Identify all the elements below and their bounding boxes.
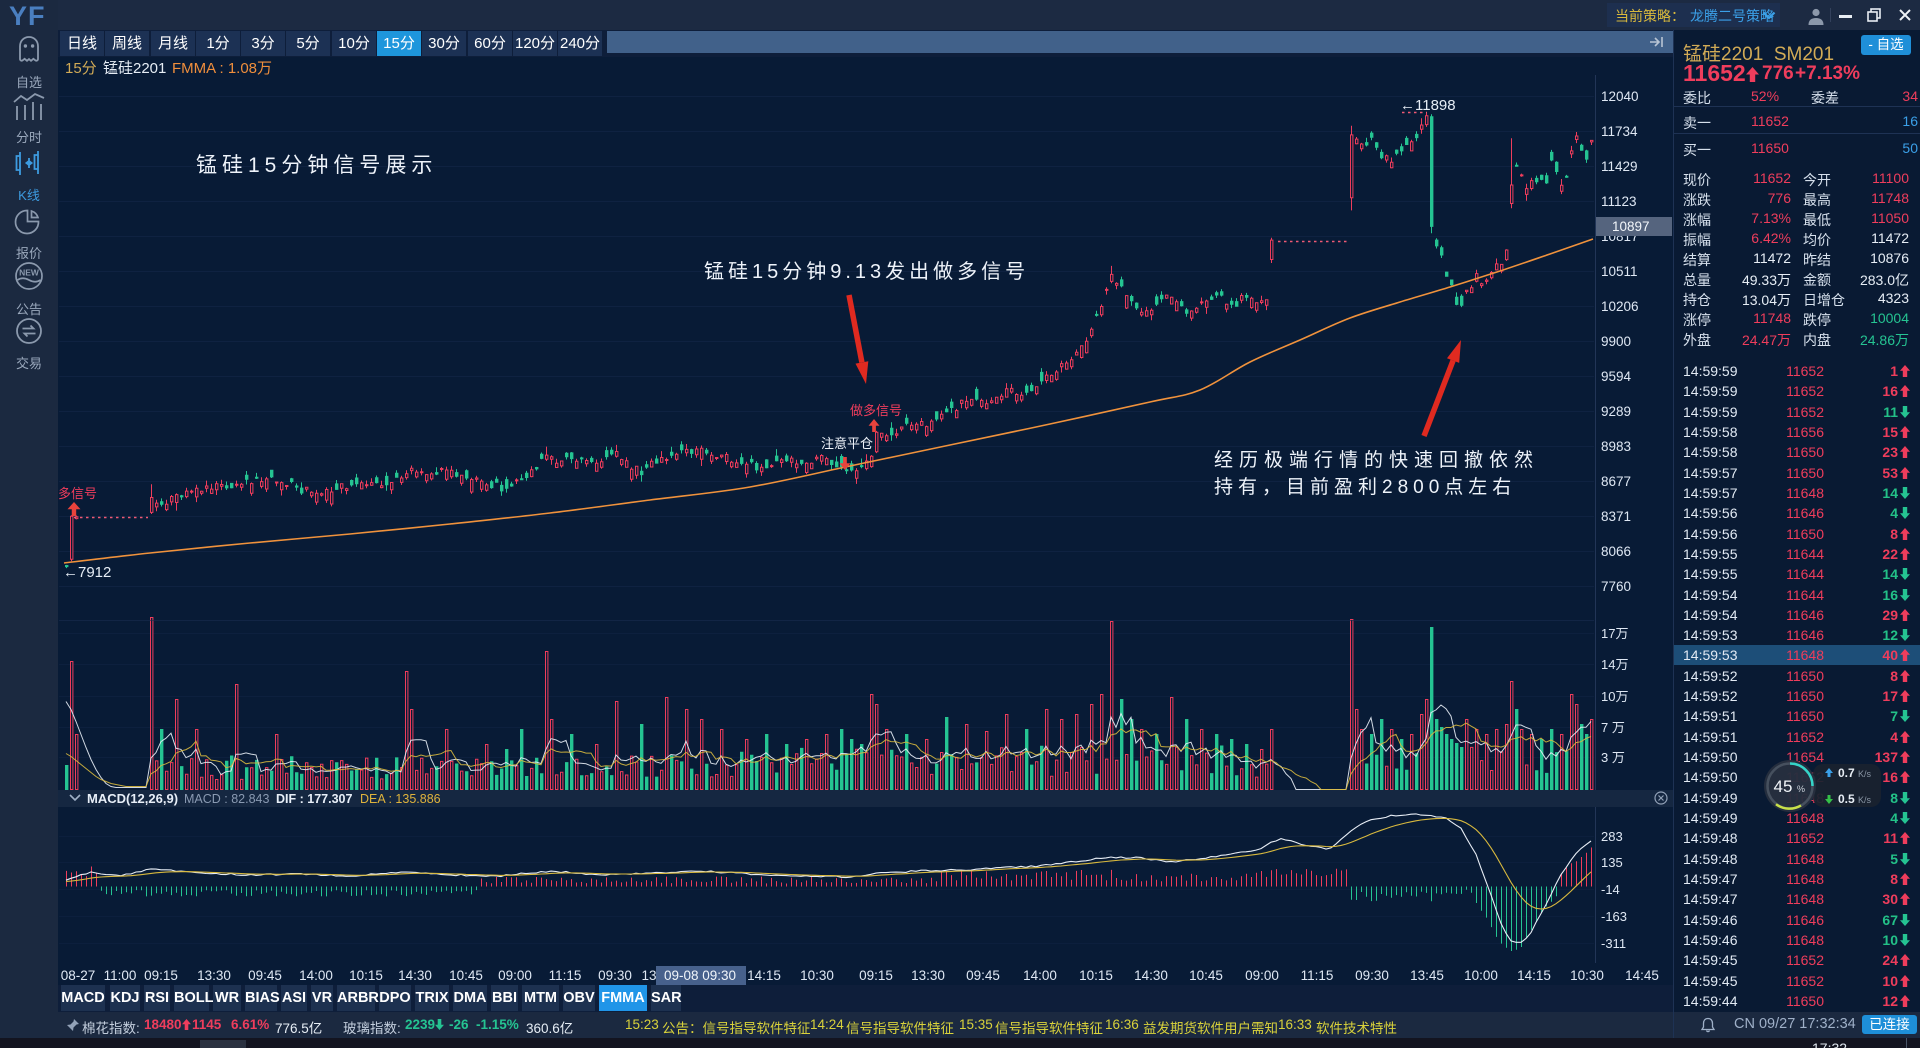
svg-text:做多信号: 做多信号 [850,403,902,418]
svg-text:11123: 11123 [1601,194,1637,209]
svg-text:9289: 9289 [1601,404,1631,419]
svg-text:14:15: 14:15 [747,968,781,983]
svg-text:DEA : 135.886: DEA : 135.886 [360,792,441,806]
svg-text:09:30: 09:30 [1355,968,1389,983]
svg-text:10:45: 10:45 [1189,968,1223,983]
svg-text:9900: 9900 [1601,334,1631,349]
svg-text:DIF : 177.307: DIF : 177.307 [276,792,352,806]
svg-text:14:15: 14:15 [1517,968,1551,983]
svg-text:11734: 11734 [1601,124,1638,139]
svg-text:13:30: 13:30 [911,968,945,983]
svg-text:11429: 11429 [1601,159,1638,174]
svg-text:NEW: NEW [19,268,40,278]
svg-text:7760: 7760 [1601,579,1631,594]
svg-text:14:30: 14:30 [398,968,432,983]
svg-text:45: 45 [1774,777,1793,796]
svg-text:10:15: 10:15 [1079,968,1113,983]
svg-text:13:30: 13:30 [197,968,231,983]
svg-text:8677: 8677 [1601,474,1631,489]
svg-text:%: % [1797,784,1805,794]
svg-text:9594: 9594 [1601,369,1632,384]
svg-text:12040: 12040 [1601,89,1639,104]
svg-text:0.7: 0.7 [1838,766,1855,780]
svg-text:经历极端行情的快速回撤依然: 经历极端行情的快速回撤依然 [1214,449,1539,471]
svg-text:8066: 8066 [1601,544,1631,559]
svg-text:10897: 10897 [1612,219,1650,234]
svg-text:10:30: 10:30 [1570,968,1604,983]
svg-text:MACD : 82.843: MACD : 82.843 [184,792,270,806]
svg-text:-311: -311 [1601,936,1626,951]
svg-text:283: 283 [1601,829,1623,844]
svg-text:09:30: 09:30 [598,968,632,983]
svg-text:MACD(12,26,9): MACD(12,26,9) [87,791,178,806]
svg-text:09:00: 09:00 [498,968,532,983]
svg-text:0.5: 0.5 [1838,792,1855,806]
svg-text:10206: 10206 [1601,299,1639,314]
svg-text:-163: -163 [1601,909,1627,924]
svg-text:135: 135 [1601,855,1623,870]
svg-text:17万: 17万 [1601,626,1628,641]
svg-text:←7912: ←7912 [63,564,111,581]
svg-text:09:15: 09:15 [144,968,178,983]
svg-text:09:45: 09:45 [248,968,282,983]
svg-text:锰硅15分钟信号展示: 锰硅15分钟信号展示 [196,154,437,177]
svg-text:09:00: 09:00 [1245,968,1279,983]
svg-text:←11898: ←11898 [1400,97,1456,114]
svg-text:13: 13 [641,968,656,983]
svg-text:14:30: 14:30 [1134,968,1168,983]
svg-text:14:45: 14:45 [1625,968,1659,983]
svg-text:-14: -14 [1601,882,1620,897]
svg-text:锰硅15分钟9.13发出做多信号: 锰硅15分钟9.13发出做多信号 [704,260,1029,283]
svg-text:08-27: 08-27 [61,968,96,983]
svg-text:3 万: 3 万 [1601,750,1625,765]
svg-text:09:45: 09:45 [966,968,1000,983]
svg-text:09:15: 09:15 [859,968,893,983]
svg-text:14:00: 14:00 [299,968,333,983]
svg-text:注意平仓: 注意平仓 [821,436,873,451]
svg-text:8983: 8983 [1601,439,1631,454]
svg-text:09-08 09:30: 09-08 09:30 [664,968,736,983]
svg-text:10:45: 10:45 [449,968,483,983]
svg-text:11:15: 11:15 [549,968,582,983]
svg-text:10:00: 10:00 [1464,968,1498,983]
svg-text:10:30: 10:30 [800,968,834,983]
svg-text:10万: 10万 [1601,689,1628,704]
svg-text:13:45: 13:45 [1410,968,1444,983]
svg-text:8371: 8371 [1601,509,1631,524]
svg-text:多信号: 多信号 [58,486,97,501]
svg-text:K/s: K/s [1858,795,1872,805]
svg-text:14:00: 14:00 [1023,968,1057,983]
svg-text:K/s: K/s [1858,769,1872,779]
svg-text:14万: 14万 [1601,657,1628,672]
svg-text:10511: 10511 [1601,264,1638,279]
svg-text:持有，目前盈利2800点左右: 持有，目前盈利2800点左右 [1214,476,1516,498]
svg-text:11:15: 11:15 [1301,968,1334,983]
svg-text:11:00: 11:00 [104,968,137,983]
svg-text:7 万: 7 万 [1601,720,1625,735]
svg-text:10:15: 10:15 [349,968,383,983]
